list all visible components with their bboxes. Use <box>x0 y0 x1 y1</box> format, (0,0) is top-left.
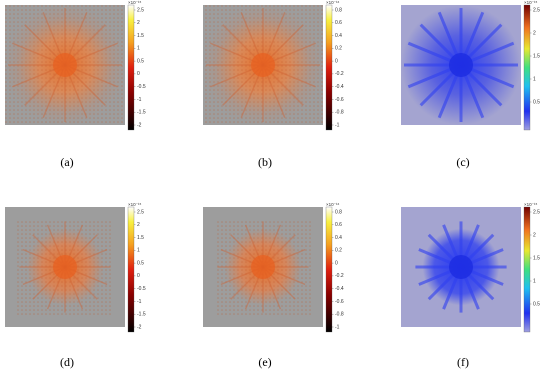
colorbar <box>523 206 531 333</box>
panel-label: (a) <box>60 155 73 169</box>
colorbar-tick-label: -1 <box>335 324 340 330</box>
colorbar-tick-label: 0.6 <box>335 20 342 26</box>
colorbar-tick-label: 0.2 <box>335 46 342 52</box>
colorbar <box>523 4 531 131</box>
colorbar-tick-label: -0.4 <box>335 84 344 90</box>
colorbar-tick-label: 2.5 <box>533 7 540 13</box>
panel: ×10⁻¹⁶ 0.8 0.6 0.4 0.2 0 -0.2 -0.4 -0.6 -0.8 -1 (b) <box>203 0 344 169</box>
colorbar-tick-label: 1.5 <box>137 235 144 241</box>
colorbar-tick-label: 2 <box>137 20 140 26</box>
colorbar-tick-label: -1 <box>137 97 142 103</box>
colorbar-tick-label: 0.5 <box>533 301 540 307</box>
colorbar-tick-label: -2 <box>137 324 142 330</box>
colorbar-tick-label: -0.5 <box>137 84 146 90</box>
image-core <box>251 255 275 279</box>
colorbar-exponent: ×10⁻¹⁶ <box>326 202 340 207</box>
panel: ×10⁻¹⁵ 2.5 2 1.5 1 0.5 0 -0.5 -1 -1.5 -2 (a) <box>5 0 146 169</box>
image-core <box>449 255 473 279</box>
colorbar <box>127 4 135 131</box>
colorbar-tick-label: 0 <box>137 71 140 77</box>
image-core <box>449 53 473 77</box>
panel-label: (d) <box>60 355 74 369</box>
panel: ×10⁻¹⁶ 0.8 0.6 0.4 0.2 0 -0.2 -0.4 -0.6 -0.8 -1 (e) <box>203 202 344 369</box>
colorbar-tick-label: 0.4 <box>335 235 342 241</box>
colorbar-tick-label: 0.5 <box>137 260 144 266</box>
colorbar-exponent: ×10⁻¹⁵ <box>128 0 142 5</box>
colorbar-exponent: ×10⁻¹⁵ <box>524 202 538 207</box>
colorbar-tick-label: 1.5 <box>533 53 540 59</box>
colorbar-tick-label: -1.5 <box>137 110 146 116</box>
colorbar-tick-label: 2 <box>137 222 140 228</box>
colorbar-tick-label: -0.8 <box>335 312 344 318</box>
colorbar-tick-label: 2.5 <box>137 7 144 13</box>
colorbar-tick-label: 0.5 <box>137 58 144 64</box>
colorbar-tick-label: -0.6 <box>335 299 344 305</box>
colorbar-exponent: ×10⁻¹⁵ <box>128 202 142 207</box>
panel: ×10⁻¹⁵ 2.5 2 1.5 1 0.5 0 -0.5 -1 -1.5 -2 (d) <box>5 202 146 369</box>
colorbar-tick-label: 1 <box>533 76 536 82</box>
colorbar <box>127 206 135 333</box>
colorbar-tick-label: 0 <box>335 58 338 64</box>
colorbar-tick-label: -0.6 <box>335 97 344 103</box>
panel-label: (c) <box>456 155 469 169</box>
colorbar <box>325 206 333 333</box>
colorbar-tick-label: 0.8 <box>335 209 342 215</box>
colorbar-tick-label: -0.4 <box>335 286 344 292</box>
colorbar-tick-label: 2.5 <box>533 209 540 215</box>
colorbar-tick-label: 1 <box>137 46 140 52</box>
panel-label: (f) <box>457 355 469 369</box>
colorbar-tick-label: -0.8 <box>335 110 344 116</box>
colorbar-tick-label: 2 <box>533 30 536 36</box>
colorbar-tick-label: 0.4 <box>335 33 342 39</box>
colorbar-tick-label: 1 <box>137 248 140 254</box>
colorbar-tick-label: -1 <box>137 299 142 305</box>
panels: ×10⁻¹⁵ 2.5 2 1.5 1 0.5 0 -0.5 -1 -1.5 -2 (a) ×10⁻¹⁶ 0… <box>5 0 540 369</box>
image-core <box>251 53 275 77</box>
colorbar-tick-label: -1.5 <box>137 312 146 318</box>
colorbar <box>325 4 333 131</box>
colorbar-tick-label: 0.2 <box>335 248 342 254</box>
colorbar-tick-label: -0.2 <box>335 71 344 77</box>
colorbar-tick-label: 0.6 <box>335 222 342 228</box>
colorbar-tick-label: 1.5 <box>533 255 540 261</box>
colorbar-tick-label: 0 <box>137 273 140 279</box>
panel-label: (e) <box>258 355 271 369</box>
colorbar-tick-label: 0.8 <box>335 7 342 13</box>
panel: ×10⁻¹⁵ 2.5 2 1.5 1 0.5 (c) <box>401 0 540 169</box>
colorbar-tick-label: 0.5 <box>533 99 540 105</box>
colorbar-tick-label: -0.5 <box>137 286 146 292</box>
colorbar-tick-label: -1 <box>335 122 340 128</box>
colorbar-tick-label: 0 <box>335 260 338 266</box>
colorbar-tick-label: 1 <box>533 278 536 284</box>
colorbar-tick-label: 2.5 <box>137 209 144 215</box>
colorbar-tick-label: 2 <box>533 232 536 238</box>
colorbar-tick-label: 1.5 <box>137 33 144 39</box>
image-core <box>53 255 77 279</box>
colorbar-tick-label: -2 <box>137 122 142 128</box>
image-core <box>53 53 77 77</box>
colorbar-exponent: ×10⁻¹⁵ <box>524 0 538 5</box>
colorbar-tick-label: -0.2 <box>335 273 344 279</box>
panel-label: (b) <box>258 155 272 169</box>
panel: ×10⁻¹⁵ 2.5 2 1.5 1 0.5 (f) <box>401 202 540 369</box>
colorbar-exponent: ×10⁻¹⁶ <box>326 0 340 5</box>
